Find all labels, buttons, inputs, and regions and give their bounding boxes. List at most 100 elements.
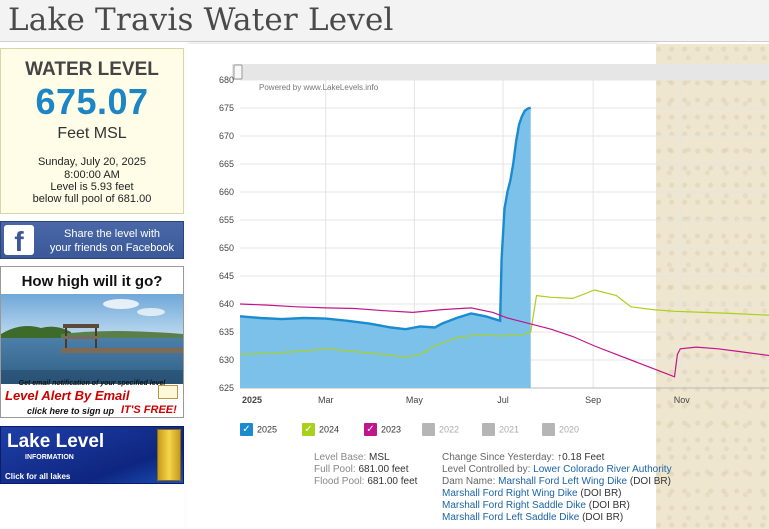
lake-dock-photo xyxy=(1,294,183,384)
pool-info: Level Base: MSL Full Pool: 681.00 feet F… xyxy=(314,452,444,488)
dam-row: Marshall Ford Left Saddle Dike (DOI BR) xyxy=(442,512,672,524)
checkbox-icon[interactable]: ✓ xyxy=(364,423,377,436)
ad-description: Get email notification of your specified… xyxy=(18,380,166,387)
chart-legend: ✓ 2025 ✓ 2024 ✓ 2023 2022 2021 2020 xyxy=(240,423,660,437)
dam-row: Dam Name: Marshall Ford Left Wing Dike (… xyxy=(442,476,672,488)
y-tick-label: 655 xyxy=(219,215,234,225)
legend-item-2020[interactable]: 2020 xyxy=(542,423,579,437)
level-base-value: MSL xyxy=(369,452,390,463)
banner-click-text: Click for all lakes xyxy=(5,472,71,481)
legend-label: 2023 xyxy=(381,424,402,435)
y-tick-label: 675 xyxy=(219,103,234,113)
reading-date: Sunday, July 20, 2025 xyxy=(37,156,147,168)
legend-label: 2025 xyxy=(257,424,278,435)
legend-label: 2022 xyxy=(439,424,460,435)
y-tick-label: 645 xyxy=(219,271,234,281)
y-tick-label: 640 xyxy=(219,299,234,309)
legend-label: 2021 xyxy=(499,424,520,435)
level-base-row: Level Base: MSL xyxy=(314,452,444,464)
ad-alert-headline: Level Alert By Email xyxy=(5,388,130,403)
header-bar: Lake Travis Water Level xyxy=(0,0,769,42)
legend-item-2022[interactable]: 2022 xyxy=(422,423,459,437)
banner-subtitle: INFORMATION xyxy=(25,454,74,461)
facebook-icon: f xyxy=(4,225,34,255)
x-tick-label: Mar xyxy=(318,395,334,405)
dam-owner: (DOI BR) xyxy=(580,488,622,499)
chart-scrollbar-track xyxy=(232,64,769,80)
water-level-label: WATER LEVEL xyxy=(25,59,159,80)
legend-label: 2020 xyxy=(559,424,580,435)
banner-title: Lake Level xyxy=(7,431,105,452)
dam-link[interactable]: Marshall Ford Right Saddle Dike xyxy=(442,500,586,511)
checkbox-icon[interactable] xyxy=(542,423,555,436)
legend-item-2025[interactable]: ✓ 2025 xyxy=(240,423,277,437)
water-level-unit: Feet MSL xyxy=(57,125,127,142)
x-tick-label: Sep xyxy=(585,395,601,405)
dam-owner: (DOI BR) xyxy=(588,500,630,511)
ad-signup-link[interactable]: click here to sign up xyxy=(27,406,115,416)
dam-row: Marshall Ford Right Saddle Dike (DOI BR) xyxy=(442,500,672,512)
level-base-key: Level Base: xyxy=(314,452,367,463)
series-2025-line xyxy=(239,106,532,331)
powered-by-label: Powered by www.LakeLevels.info xyxy=(259,83,379,92)
x-tick-label: May xyxy=(406,395,424,405)
change-row: Change Since Yesterday: ↑0.18 Feet xyxy=(442,452,672,464)
reading-time: 8:00:00 AM xyxy=(64,169,120,181)
facebook-share-button[interactable]: f Share the level with your friends on F… xyxy=(0,221,184,259)
checkbox-icon[interactable]: ✓ xyxy=(240,423,253,436)
content-panel xyxy=(186,44,656,529)
facebook-share-text: Share the level with your friends on Fac… xyxy=(41,227,183,255)
checkbox-icon[interactable]: ✓ xyxy=(302,423,315,436)
year-label: 2025 xyxy=(242,395,262,405)
series-2024-line xyxy=(239,289,769,358)
y-tick-label: 670 xyxy=(219,131,234,141)
water-level-value: 675.07 xyxy=(35,81,149,122)
change-key: Change Since Yesterday: xyxy=(442,452,555,463)
chart-svg: 625 630 635 640 645 650 655 660 665 670 675 680 Mar M… xyxy=(219,64,769,405)
flood-pool-key: Flood Pool: xyxy=(314,476,365,487)
y-tick-label: 680 xyxy=(219,75,234,85)
full-pool-row: Full Pool: 681.00 feet xyxy=(314,464,444,476)
legend-item-2023[interactable]: ✓ 2023 xyxy=(364,423,401,437)
level-alert-ad[interactable]: How high will it go? Get email xyxy=(0,266,184,418)
page-title: Lake Travis Water Level xyxy=(8,2,394,38)
water-level-box: WATER LEVEL 675.07 Feet MSL Sunday, July… xyxy=(0,48,184,214)
series-2023-line xyxy=(239,303,769,378)
facebook-share-line1: Share the level with xyxy=(64,228,160,240)
y-tick-label: 650 xyxy=(219,243,234,253)
dam-row: Marshall Ford Right Wing Dike (DOI BR) xyxy=(442,488,672,500)
dam-key: Dam Name: xyxy=(442,476,496,487)
parchment-background xyxy=(656,44,769,529)
chart-scroll-handle[interactable] xyxy=(233,64,243,80)
controlled-link[interactable]: Lower Colorado River Authority xyxy=(533,464,672,475)
x-tick-label: Jul xyxy=(497,395,509,405)
legend-item-2024[interactable]: ✓ 2024 xyxy=(302,423,339,437)
y-tick-label: 665 xyxy=(219,159,234,169)
up-arrow-icon: ↑ xyxy=(557,452,563,463)
checkbox-icon[interactable] xyxy=(422,423,435,436)
level-difference: Level is 5.93 feet xyxy=(50,181,134,193)
lake-details: Change Since Yesterday: ↑0.18 Feet Level… xyxy=(442,452,672,524)
lake-level-info-banner[interactable]: Lake Level INFORMATION Click for all lak… xyxy=(0,426,184,484)
controlled-key: Level Controlled by: xyxy=(442,464,531,475)
full-pool-value: 681.00 feet xyxy=(358,464,409,475)
controlled-row: Level Controlled by: Lower Colorado Rive… xyxy=(442,464,672,476)
flood-pool-value: 681.00 feet xyxy=(367,476,418,487)
change-value: 0.18 Feet xyxy=(562,452,605,463)
dam-owner: (DOI BR) xyxy=(582,512,624,523)
dam-owner: (DOI BR) xyxy=(629,476,671,487)
legend-item-2021[interactable]: 2021 xyxy=(482,423,519,437)
full-pool-key: Full Pool: xyxy=(314,464,356,475)
dam-link[interactable]: Marshall Ford Left Wing Dike xyxy=(498,476,628,487)
y-tick-label: 625 xyxy=(219,383,234,393)
checkbox-icon[interactable] xyxy=(482,423,495,436)
dam-link[interactable]: Marshall Ford Left Saddle Dike xyxy=(442,512,580,523)
dam-link[interactable]: Marshall Ford Right Wing Dike xyxy=(442,488,578,499)
flood-pool-row: Flood Pool: 681.00 feet xyxy=(314,476,444,488)
facebook-share-line2: your friends on Facebook xyxy=(49,242,175,254)
y-tick-label: 630 xyxy=(219,355,234,365)
below-full-pool: below full pool of 681.00 xyxy=(32,193,152,205)
water-level-chart: 625 630 635 640 645 650 655 660 665 670 675 680 Mar M… xyxy=(186,44,769,414)
legend-label: 2024 xyxy=(319,424,340,435)
